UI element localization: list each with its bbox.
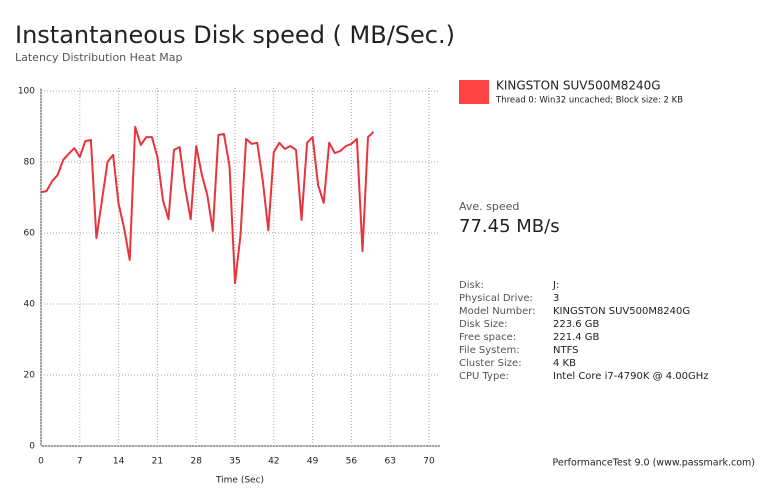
data-line [40, 125, 375, 285]
x-tick-label: 70 [423, 457, 435, 467]
y-tick-label: 80 [24, 158, 36, 168]
info-value: Intel Core i7-4790K @ 4.00GHz [553, 371, 709, 382]
x-tick-label: 49 [307, 457, 319, 467]
chart-subtitle: Latency Distribution Heat Map [15, 51, 182, 64]
x-tick-label: 21 [152, 457, 163, 467]
info-value: 223.6 GB [553, 319, 600, 330]
info-value: J: [552, 280, 559, 291]
summary-label: Ave. speed [459, 200, 519, 213]
info-value: 3 [553, 293, 559, 304]
info-key: CPU Type: [459, 371, 509, 382]
chart-title: Instantaneous Disk speed ( MB/Sec.) [15, 21, 455, 49]
info-key: Disk: [459, 280, 484, 291]
x-tick-label: 42 [268, 457, 279, 467]
info-key: Cluster Size: [459, 358, 522, 369]
x-tick-label: 14 [113, 457, 125, 467]
y-tick-label: 0 [29, 442, 35, 452]
x-tick-label: 56 [346, 457, 358, 467]
info-key: Physical Drive: [459, 293, 533, 304]
legend-swatch [459, 80, 489, 104]
y-tick-label: 20 [24, 371, 36, 381]
info-key: Free space: [459, 332, 516, 343]
footer: PerformanceTest 9.0 (www.passmark.com) [553, 458, 755, 469]
x-tick-label: 7 [77, 457, 83, 467]
legend-detail: Thread 0: Win32 uncached; Block size: 2 … [495, 96, 683, 106]
info-value: 4 KB [553, 358, 576, 369]
info-value: NTFS [553, 345, 579, 356]
x-tick-label: 0 [38, 457, 44, 467]
y-tick-label: 40 [24, 300, 36, 310]
y-tick-label: 60 [24, 229, 36, 239]
x-axis-label: Time (Sec) [215, 476, 264, 486]
info-value: KINGSTON SUV500M8240G [553, 306, 690, 317]
summary-value: 77.45 MB/s [459, 216, 560, 237]
x-tick-label: 28 [190, 457, 202, 467]
info-value: 221.4 GB [553, 332, 600, 343]
legend-label: KINGSTON SUV500M8240G [496, 79, 661, 93]
info-key: Disk Size: [459, 319, 508, 330]
x-tick-label: 63 [384, 457, 395, 467]
info-key: Model Number: [459, 306, 536, 317]
x-tick-label: 35 [229, 457, 240, 467]
info-key: File System: [459, 345, 520, 356]
y-tick-label: 100 [18, 87, 35, 97]
